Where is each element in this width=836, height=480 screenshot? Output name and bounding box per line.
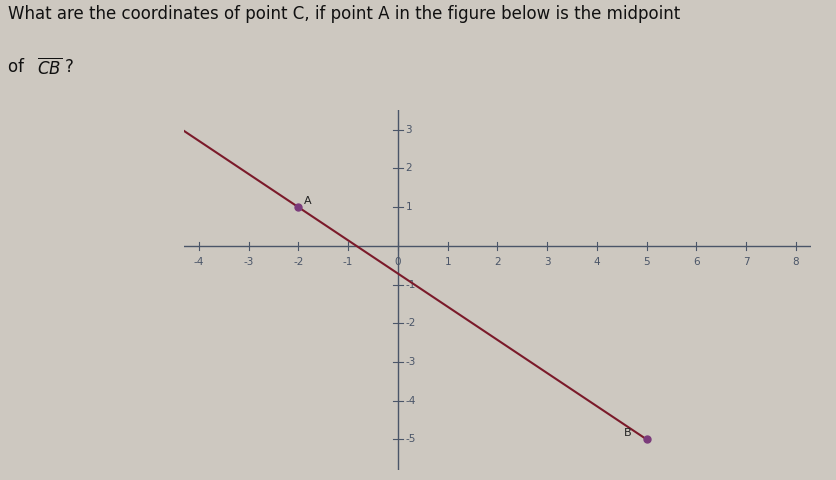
Text: ?: ? <box>65 58 74 76</box>
Text: -2: -2 <box>405 318 415 328</box>
Text: A: A <box>304 196 312 206</box>
Text: 3: 3 <box>544 257 550 267</box>
Text: -3: -3 <box>243 257 254 267</box>
Text: -3: -3 <box>405 357 415 367</box>
Text: -4: -4 <box>405 396 415 406</box>
Text: 6: 6 <box>693 257 700 267</box>
Text: -1: -1 <box>405 279 415 289</box>
Text: of: of <box>8 58 29 76</box>
Text: -5: -5 <box>405 434 415 444</box>
Text: 2: 2 <box>494 257 501 267</box>
Text: 1: 1 <box>445 257 451 267</box>
Text: B: B <box>624 428 632 438</box>
Text: What are the coordinates of point C, if point A in the figure below is the midpo: What are the coordinates of point C, if … <box>8 5 681 23</box>
Text: 2: 2 <box>405 164 412 173</box>
Text: -1: -1 <box>343 257 354 267</box>
Text: 3: 3 <box>405 125 412 135</box>
Text: $\overline{CB}$: $\overline{CB}$ <box>37 58 62 79</box>
Text: 4: 4 <box>594 257 600 267</box>
Text: 8: 8 <box>793 257 799 267</box>
Text: 1: 1 <box>405 202 412 212</box>
Text: 7: 7 <box>743 257 750 267</box>
Text: 5: 5 <box>644 257 650 267</box>
Text: 0: 0 <box>395 257 401 267</box>
Text: -2: -2 <box>293 257 303 267</box>
Text: -4: -4 <box>194 257 204 267</box>
